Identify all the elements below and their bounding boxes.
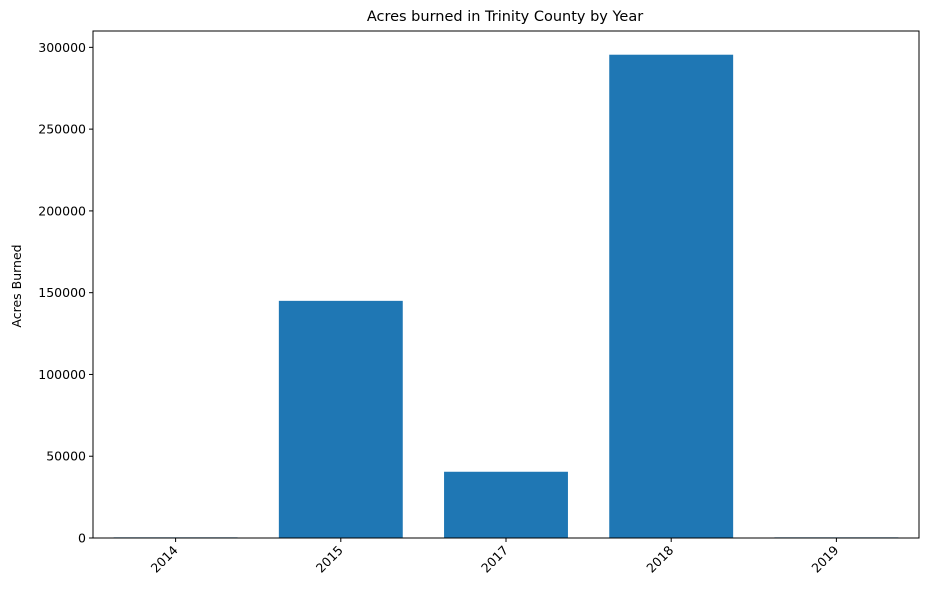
y-tick-label: 250000 bbox=[38, 122, 86, 137]
x-tick-label-2014: 2014 bbox=[148, 542, 181, 575]
y-tick-label: 0 bbox=[78, 531, 86, 546]
bar-2017 bbox=[444, 471, 568, 538]
bar-2015 bbox=[278, 300, 403, 538]
y-tick-label: 150000 bbox=[38, 285, 86, 300]
y-axis-label: Acres Burned bbox=[9, 244, 24, 327]
x-tick-label-2017: 2017 bbox=[478, 543, 511, 576]
y-tick-label: 50000 bbox=[46, 449, 86, 464]
x-tick-label-2019: 2019 bbox=[808, 542, 841, 575]
x-tick-label-2015: 2015 bbox=[313, 543, 346, 576]
x-ticks-group: 2014 2015 2017 2018 2019 bbox=[148, 538, 842, 576]
y-ticks-group: 0 50000 100000 150000 200000 250000 300000 bbox=[38, 40, 93, 546]
bars-group bbox=[113, 54, 899, 539]
y-tick-label: 100000 bbox=[38, 367, 86, 382]
chart-title: Acres burned in Trinity County by Year bbox=[367, 9, 643, 25]
y-tick-label: 200000 bbox=[38, 203, 86, 218]
bar-2018 bbox=[609, 54, 734, 539]
y-tick-label: 300000 bbox=[38, 40, 86, 55]
x-tick-label-2018: 2018 bbox=[643, 542, 676, 575]
plot-frame bbox=[92, 30, 920, 539]
